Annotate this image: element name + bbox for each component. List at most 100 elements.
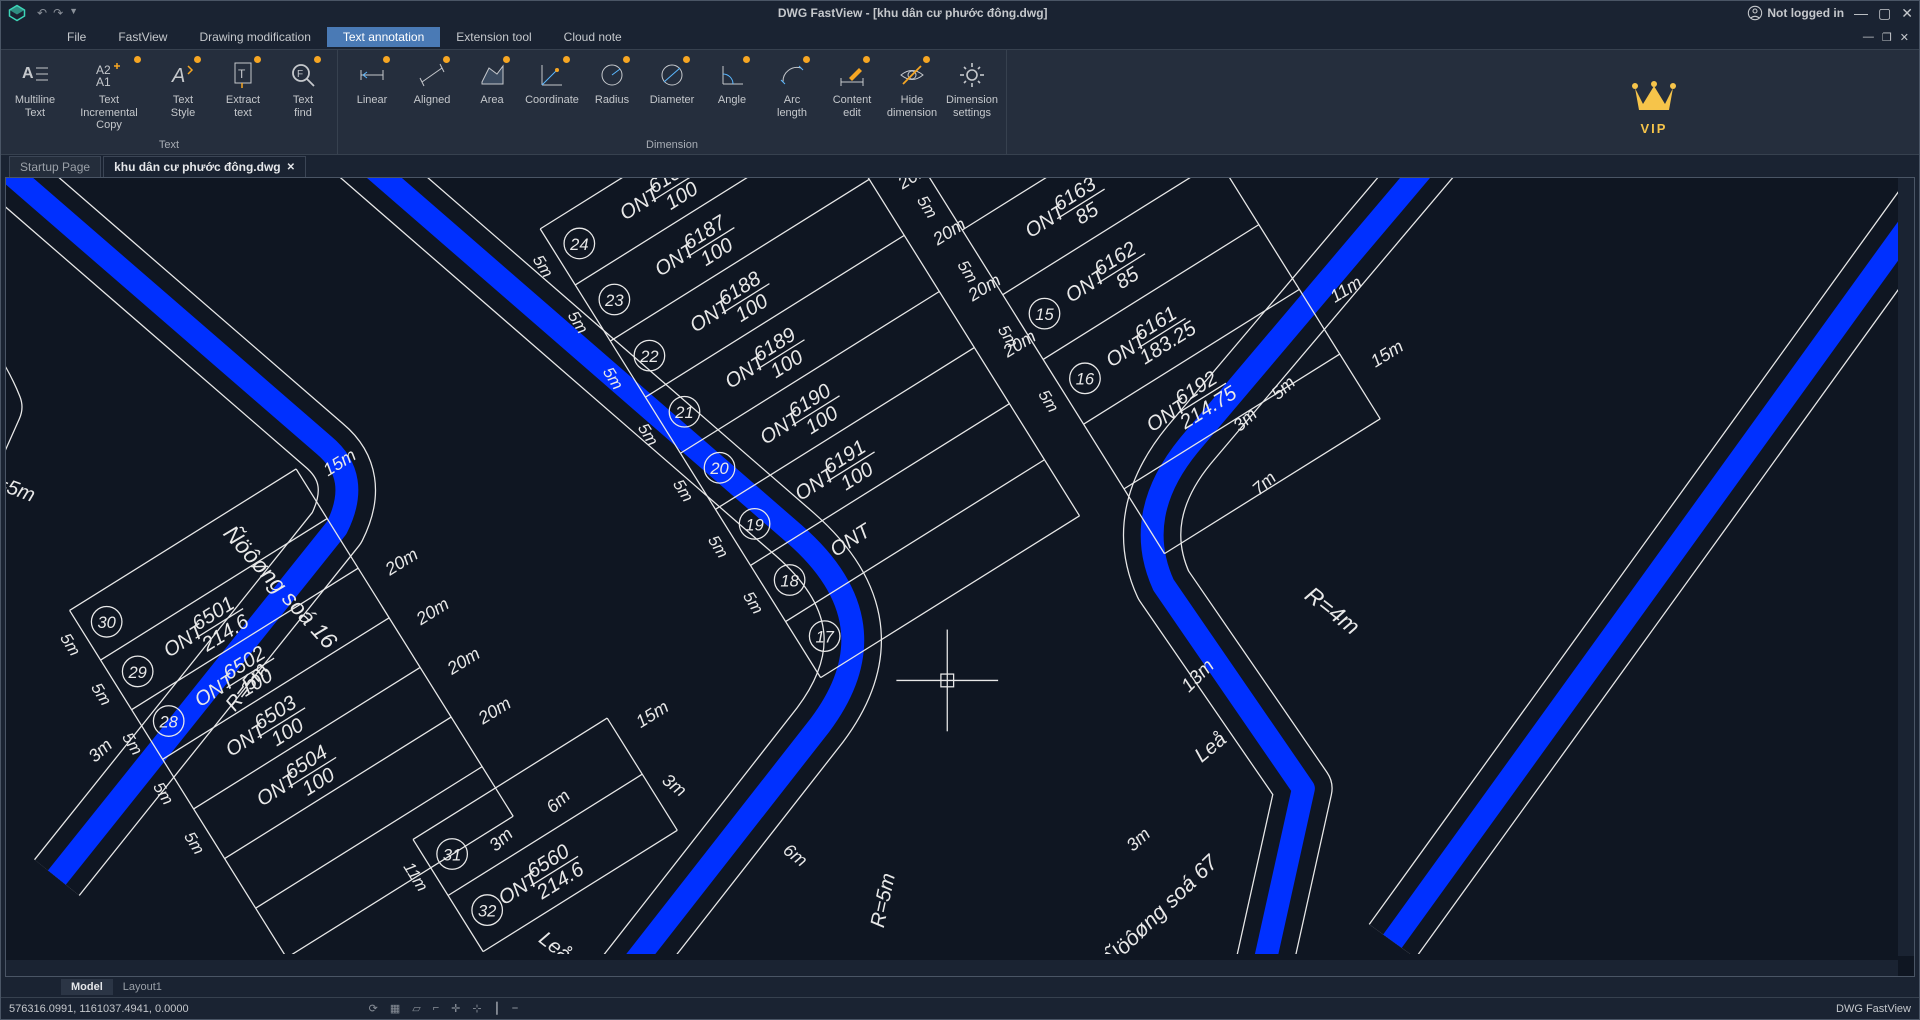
menu-drawing-modification[interactable]: Drawing modification — [183, 27, 326, 47]
tool-multiline-text[interactable]: AMultilineText — [7, 54, 63, 137]
status-polar-icon[interactable]: ✛ — [451, 1002, 460, 1015]
text-find-icon: F — [286, 58, 320, 92]
svg-text:5m: 5m — [1034, 386, 1062, 416]
pro-badge-icon — [803, 56, 810, 63]
title-bar: ↶ ↷ ▼ DWG FastView - [khu dân cư phước đ… — [1, 1, 1919, 25]
svg-text:R=5m: R=5m — [6, 467, 38, 506]
svg-text:A: A — [171, 65, 185, 87]
pro-badge-icon — [923, 56, 930, 63]
pro-badge-icon — [383, 56, 390, 63]
doc-tab[interactable]: Startup Page — [9, 156, 101, 177]
status-ortho-icon[interactable]: ⌐ — [433, 1002, 439, 1015]
minimize-button[interactable]: — — [1854, 5, 1868, 22]
pro-badge-icon — [623, 56, 630, 63]
pro-badge-icon — [743, 56, 750, 63]
tool-text-incremental-copy[interactable]: A2A1Text IncrementalCopy — [67, 54, 151, 137]
svg-text:F: F — [297, 69, 303, 80]
status-osnap-icon[interactable]: ⊹ — [472, 1002, 481, 1015]
svg-text:22: 22 — [639, 347, 658, 366]
menu-extension-tool[interactable]: Extension tool — [440, 27, 547, 47]
sub-minimize-icon[interactable]: — — [1863, 31, 1874, 44]
svg-text:20m: 20m — [474, 693, 515, 729]
svg-text:20m: 20m — [381, 544, 422, 580]
tool-radius[interactable]: Radius — [584, 54, 640, 137]
svg-text:3m: 3m — [485, 824, 517, 855]
svg-text:24: 24 — [569, 235, 588, 254]
status-line-icon[interactable]: ┃ — [494, 1002, 501, 1015]
tool-label: Diameter — [650, 94, 695, 107]
close-button[interactable]: ✕ — [1901, 5, 1913, 22]
sub-close-icon[interactable]: ✕ — [1900, 31, 1909, 44]
pro-badge-icon — [863, 56, 870, 63]
ribbon: AMultilineTextA2A1Text IncrementalCopyAT… — [1, 49, 1919, 155]
tool-linear[interactable]: Linear — [344, 54, 400, 137]
menu-file[interactable]: File — [51, 27, 102, 47]
pro-badge-icon — [503, 56, 510, 63]
menu-text-annotation[interactable]: Text annotation — [327, 27, 440, 47]
svg-text:30: 30 — [97, 613, 116, 632]
tool-label: Radius — [595, 94, 629, 107]
pro-badge-icon — [134, 56, 141, 63]
drawing-canvas[interactable]: 24ONT618610020m5m23ONT618710020m5m22ONT6… — [5, 177, 1915, 977]
vip-badge[interactable]: VIP — [1629, 80, 1679, 136]
tool-text-style[interactable]: ATextStyle — [155, 54, 211, 137]
tool-aligned[interactable]: Aligned — [404, 54, 460, 137]
tool-text-find[interactable]: FTextfind — [275, 54, 331, 137]
tool-label: Linear — [357, 94, 388, 107]
brand-label: DWG FastView — [1836, 1003, 1911, 1015]
tool-area[interactable]: Area — [464, 54, 520, 137]
svg-text:3m: 3m — [1122, 824, 1154, 855]
tool-angle[interactable]: Angle — [704, 54, 760, 137]
svg-text:29: 29 — [127, 663, 146, 682]
status-rotate-icon[interactable]: ⟳ — [369, 1002, 378, 1015]
tool-coordinate[interactable]: Coordinate — [524, 54, 580, 137]
tool-label: Contentedit — [833, 94, 872, 119]
tool-content-edit[interactable]: Contentedit — [824, 54, 880, 137]
svg-text:5m: 5m — [56, 630, 84, 660]
menu-bar: FileFastViewDrawing modificationText ann… — [1, 25, 1919, 49]
status-lwt-icon[interactable]: ⎯ — [512, 1002, 518, 1015]
app-logo-icon — [7, 3, 27, 23]
svg-text:Ñöôøng soá 67: Ñöôøng soá 67 — [1099, 849, 1223, 954]
model-layout-tabs: ModelLayout1 — [1, 977, 1919, 997]
menu-cloud-note[interactable]: Cloud note — [548, 27, 638, 47]
svg-text:11m: 11m — [400, 859, 432, 895]
svg-text:Leå: Leå — [1191, 728, 1231, 767]
tool-diameter[interactable]: Diameter — [644, 54, 700, 137]
scrollbar-vertical[interactable] — [1898, 178, 1914, 956]
model-tab-model[interactable]: Model — [61, 979, 113, 995]
tool-hide-dimension[interactable]: Hidedimension — [884, 54, 940, 137]
status-grid-icon[interactable]: ▦ — [390, 1002, 400, 1015]
diameter-icon — [655, 58, 689, 92]
menu-fastview[interactable]: FastView — [102, 27, 183, 47]
login-status[interactable]: Not logged in — [1747, 5, 1844, 21]
svg-text:A1: A1 — [96, 75, 111, 89]
dropdown-icon[interactable]: ▼ — [69, 6, 78, 20]
doc-tab[interactable]: khu dân cư phước đông.dwg✕ — [103, 156, 306, 177]
model-tab-layout1[interactable]: Layout1 — [113, 979, 172, 995]
svg-text:20: 20 — [709, 459, 729, 478]
maximize-button[interactable]: ▢ — [1878, 5, 1891, 22]
redo-icon[interactable]: ↷ — [53, 6, 63, 20]
scrollbar-horizontal[interactable] — [6, 960, 1898, 976]
svg-text:31: 31 — [443, 845, 461, 864]
pro-badge-icon — [563, 56, 570, 63]
svg-text:28: 28 — [158, 712, 178, 731]
pro-badge-icon — [254, 56, 261, 63]
doc-tab-label: Startup Page — [20, 160, 90, 174]
undo-icon[interactable]: ↶ — [37, 6, 47, 20]
svg-text:5m: 5m — [913, 192, 941, 222]
tool-extract-text[interactable]: TExtracttext — [215, 54, 271, 137]
pro-badge-icon — [314, 56, 321, 63]
tool-arc-length[interactable]: Arclength — [764, 54, 820, 137]
svg-text:15: 15 — [1035, 305, 1054, 324]
svg-text:3m: 3m — [84, 735, 116, 766]
svg-text:16: 16 — [1076, 370, 1095, 389]
svg-text:5m: 5m — [739, 588, 767, 618]
status-snap-icon[interactable]: ▱ — [412, 1002, 420, 1015]
tool-dimension-settings[interactable]: Dimensionsettings — [944, 54, 1000, 137]
close-icon[interactable]: ✕ — [287, 162, 295, 173]
svg-text:21: 21 — [674, 403, 693, 422]
svg-text:6m: 6m — [779, 840, 811, 871]
sub-restore-icon[interactable]: ❐ — [1882, 31, 1892, 44]
